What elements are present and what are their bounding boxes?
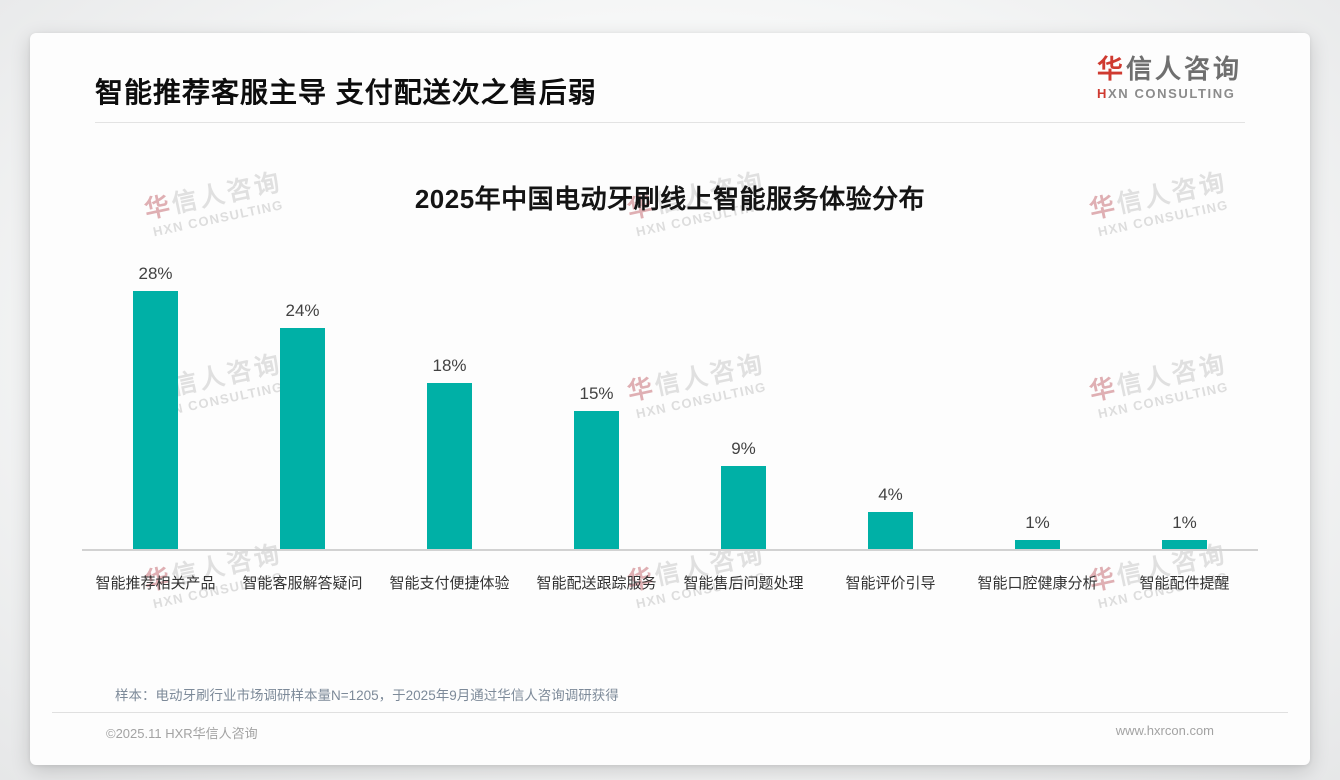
category-label: 智能支付便捷体验 bbox=[389, 575, 510, 592]
website-url: www.hxrcon.com bbox=[1115, 723, 1214, 738]
bar bbox=[868, 512, 913, 549]
slide-card: 华信人咨询 HXN CONSULTING 华信人咨询 HXN CONSULTING 华信… bbox=[30, 33, 1310, 765]
bar-column: 1% bbox=[964, 513, 1111, 549]
brand-logo: 华信人咨询 HXN CONSULTING bbox=[1096, 54, 1242, 101]
bar bbox=[427, 383, 472, 549]
category-axis: 智能推荐相关产品 智能客服解答疑问 智能支付便捷体验 智能配送跟踪服务 智能售后问题处理… bbox=[82, 551, 1258, 593]
bar-value-label: 28% bbox=[138, 264, 173, 283]
bar bbox=[1162, 540, 1207, 549]
header-divider bbox=[95, 122, 1245, 123]
brand-logo-english: HXN CONSULTING bbox=[1097, 86, 1242, 101]
page-title: 智能推荐客服主导 支付配送次之售后弱 bbox=[95, 77, 597, 108]
bar-column: 18% bbox=[376, 356, 523, 549]
brand-logo-chinese-rest: 信人咨询 bbox=[1125, 54, 1242, 84]
bar-value-label: 15% bbox=[579, 384, 614, 403]
brand-logo-english-accent: H bbox=[1096, 85, 1108, 101]
category-label: 智能评价引导 bbox=[845, 575, 936, 592]
bar-column: 24% bbox=[229, 301, 376, 549]
bar-value-label: 4% bbox=[878, 485, 903, 504]
brand-logo-accent-char: 华 bbox=[1096, 54, 1126, 84]
category-label: 智能推荐相关产品 bbox=[95, 575, 216, 592]
footer-divider bbox=[52, 712, 1288, 713]
bar-column: 15% bbox=[523, 384, 670, 549]
category-label: 智能售后问题处理 bbox=[683, 575, 804, 592]
category-label: 智能口腔健康分析 bbox=[977, 575, 1098, 592]
bar-value-label: 24% bbox=[285, 301, 320, 320]
chart-title: 2025年中国电动牙刷线上智能服务体验分布 bbox=[414, 184, 926, 214]
category-label: 智能配件提醒 bbox=[1139, 575, 1230, 592]
brand-logo-english-rest: XN CONSULTING bbox=[1107, 85, 1236, 101]
brand-logo-chinese: 华信人咨询 bbox=[1096, 54, 1242, 85]
category-label: 智能配送跟踪服务 bbox=[536, 575, 657, 592]
sample-note: 样本：电动牙刷行业市场调研样本量N=1205，于2025年9月通过华信人咨询调研… bbox=[115, 688, 619, 703]
bar-value-label: 18% bbox=[432, 356, 467, 375]
bar bbox=[133, 291, 178, 549]
copyright-text: ©2025.11 HXR华信人咨询 bbox=[106, 726, 258, 741]
category-label: 智能客服解答疑问 bbox=[242, 575, 363, 592]
footer: ©2025.11 HXR华信人咨询 www.hxrcon.com bbox=[106, 723, 1214, 742]
bar bbox=[574, 411, 619, 549]
bar-chart: 28% 24% 18% 15% 9% 4% 1% 1% 智能推荐相关产品 智能客服解答疑问 智能支… bbox=[82, 261, 1258, 593]
bar-value-label: 1% bbox=[1172, 513, 1197, 532]
bar-column: 28% bbox=[82, 264, 229, 549]
bar-value-label: 1% bbox=[1025, 513, 1050, 532]
bar bbox=[721, 466, 766, 549]
bars-area: 28% 24% 18% 15% 9% 4% 1% 1% bbox=[82, 261, 1258, 551]
bar-column: 9% bbox=[670, 439, 817, 549]
bar bbox=[1015, 540, 1060, 549]
bar-value-label: 9% bbox=[731, 439, 756, 458]
bar-column: 4% bbox=[817, 485, 964, 549]
bar-column: 1% bbox=[1111, 513, 1258, 549]
bar bbox=[280, 328, 325, 549]
